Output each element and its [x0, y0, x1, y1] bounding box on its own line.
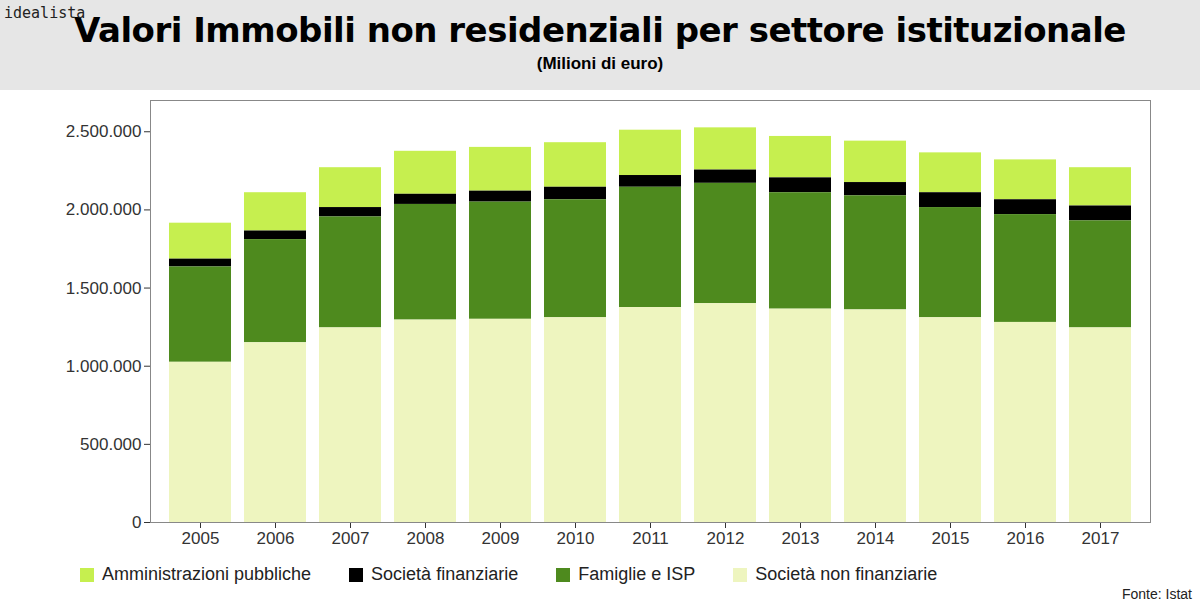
html-text:idealista: idealista: [4, 4, 86, 22]
html-text:Famiglie e ISP: Famiglie e ISP: [578, 564, 696, 584]
svg-text:2017: 2017: [1082, 529, 1120, 548]
html-text:Società finanziarie: Società finanziarie: [371, 564, 519, 584]
html-text:(Milioni di euro): (Milioni di euro): [536, 54, 664, 73]
svg-text:2012: 2012: [707, 529, 745, 548]
svg-text:2008: 2008: [407, 529, 445, 548]
svg-text:2016: 2016: [1007, 529, 1045, 548]
svg-text:500.000: 500.000: [80, 435, 141, 454]
svg-text:2.000.000: 2.000.000: [66, 200, 142, 219]
svg-text:2007: 2007: [332, 529, 370, 548]
html-text:Società non finanziarie: Società non finanziarie: [755, 564, 938, 584]
svg-text:2015: 2015: [932, 529, 970, 548]
svg-text:1.500.000: 1.500.000: [66, 278, 142, 297]
html-text:Fonte: Istat: Fonte: Istat: [1122, 586, 1192, 602]
svg-text:2010: 2010: [557, 529, 595, 548]
svg-text:2.500.000: 2.500.000: [66, 122, 142, 141]
svg-text:1.000.000: 1.000.000: [66, 357, 142, 376]
svg-text:2011: 2011: [632, 529, 669, 548]
html-text:Valori Immobili non residenzia: Valori Immobili non residenziali per set…: [74, 10, 1126, 50]
svg-text:2014: 2014: [857, 529, 895, 548]
html-text:Amministrazioni pubbliche: Amministrazioni pubbliche: [102, 564, 312, 584]
svg-text:2009: 2009: [482, 529, 520, 548]
svg-text:2005: 2005: [182, 529, 220, 548]
svg-text:2006: 2006: [257, 529, 295, 548]
svg-text:0: 0: [132, 513, 141, 532]
svg-text:2013: 2013: [782, 529, 820, 548]
